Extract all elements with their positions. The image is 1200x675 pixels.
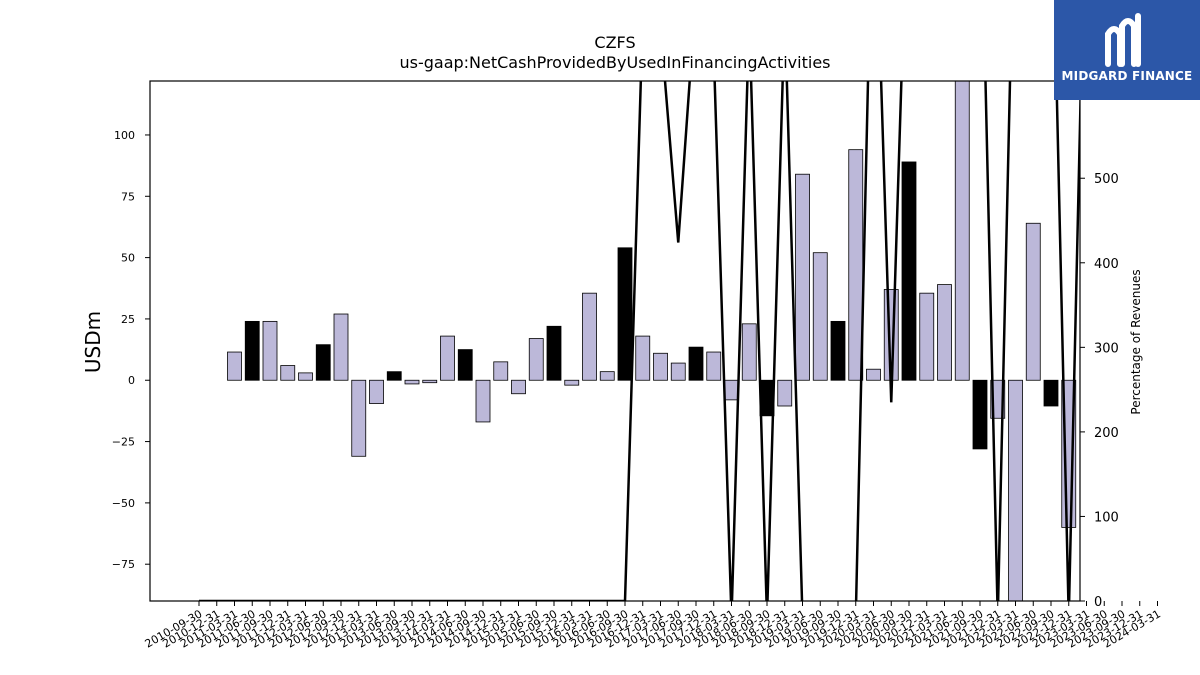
y-right-tick-label: 300	[1094, 341, 1119, 356]
y-axis-right: 0 100 200 300 400 500	[1080, 172, 1119, 610]
bar	[830, 320, 846, 381]
bar	[244, 320, 260, 381]
bar	[404, 379, 420, 385]
y-tick-label: 100	[114, 129, 135, 142]
y-tick-label: 75	[121, 190, 135, 203]
bar	[582, 292, 597, 381]
bar	[280, 365, 296, 381]
y-tick-label: 50	[121, 252, 135, 265]
bar	[635, 335, 651, 381]
bar	[599, 371, 615, 381]
y-axis-left: −75 −50 −25 0 25 50 75 100	[112, 129, 150, 571]
bar	[315, 344, 331, 381]
bar	[298, 372, 313, 381]
y-right-tick-label: 400	[1094, 257, 1119, 272]
logo-text: MIDGARD FINANCE	[1061, 69, 1193, 83]
y-tick-label: −50	[112, 497, 135, 510]
y-tick-label: 0	[128, 374, 135, 387]
y-right-tick-label: 0	[1094, 595, 1102, 610]
bar	[564, 379, 580, 386]
bar	[1043, 379, 1059, 407]
bar	[1025, 222, 1041, 381]
bar	[777, 379, 793, 407]
bars-group	[227, 81, 1077, 601]
bar	[493, 361, 509, 381]
bar	[511, 379, 526, 395]
bar	[866, 368, 881, 381]
bar	[901, 161, 917, 381]
bar	[990, 379, 1006, 419]
bar	[369, 379, 384, 404]
chart-subtitle: us-gaap:NetCashProvidedByUsedInFinancing…	[399, 53, 830, 72]
y-axis-label: USDm	[81, 311, 105, 373]
bar	[972, 379, 988, 450]
bar	[848, 149, 864, 381]
y-tick-label: −75	[112, 558, 135, 571]
y-right-tick-label: 200	[1094, 426, 1119, 441]
bar	[954, 81, 970, 381]
bar	[812, 252, 828, 381]
bar	[333, 313, 349, 381]
bar	[617, 247, 633, 381]
y-tick-label: 25	[121, 313, 135, 326]
bar	[741, 323, 757, 381]
bar	[262, 320, 278, 381]
bar	[227, 351, 242, 381]
bar	[475, 379, 491, 423]
bar	[528, 338, 544, 381]
bar	[724, 379, 739, 401]
bar	[653, 352, 668, 381]
plot-frame	[149, 80, 1081, 602]
bar	[937, 284, 952, 381]
y-axis-right-label: Percentage of Revenues	[1129, 269, 1143, 414]
bar	[386, 371, 402, 381]
bar	[440, 335, 455, 381]
x-axis: 2010-09-302010-12-312011-03-312011-06-30…	[143, 601, 1163, 651]
chart-title: CZFS	[594, 33, 635, 52]
bar	[919, 292, 935, 381]
bar	[1008, 379, 1023, 601]
bar	[422, 379, 438, 384]
bar	[546, 325, 562, 381]
y-right-tick-label: 100	[1094, 510, 1119, 525]
bar	[670, 362, 686, 381]
bar	[688, 346, 704, 381]
bar	[795, 173, 810, 381]
y-right-tick-label: 500	[1094, 172, 1119, 187]
bar	[351, 379, 367, 457]
bar	[706, 351, 722, 381]
brand-logo	[1054, 0, 1200, 100]
bar	[457, 349, 473, 381]
logo-mark-icon	[1105, 13, 1141, 67]
y-tick-label: −25	[112, 436, 135, 449]
